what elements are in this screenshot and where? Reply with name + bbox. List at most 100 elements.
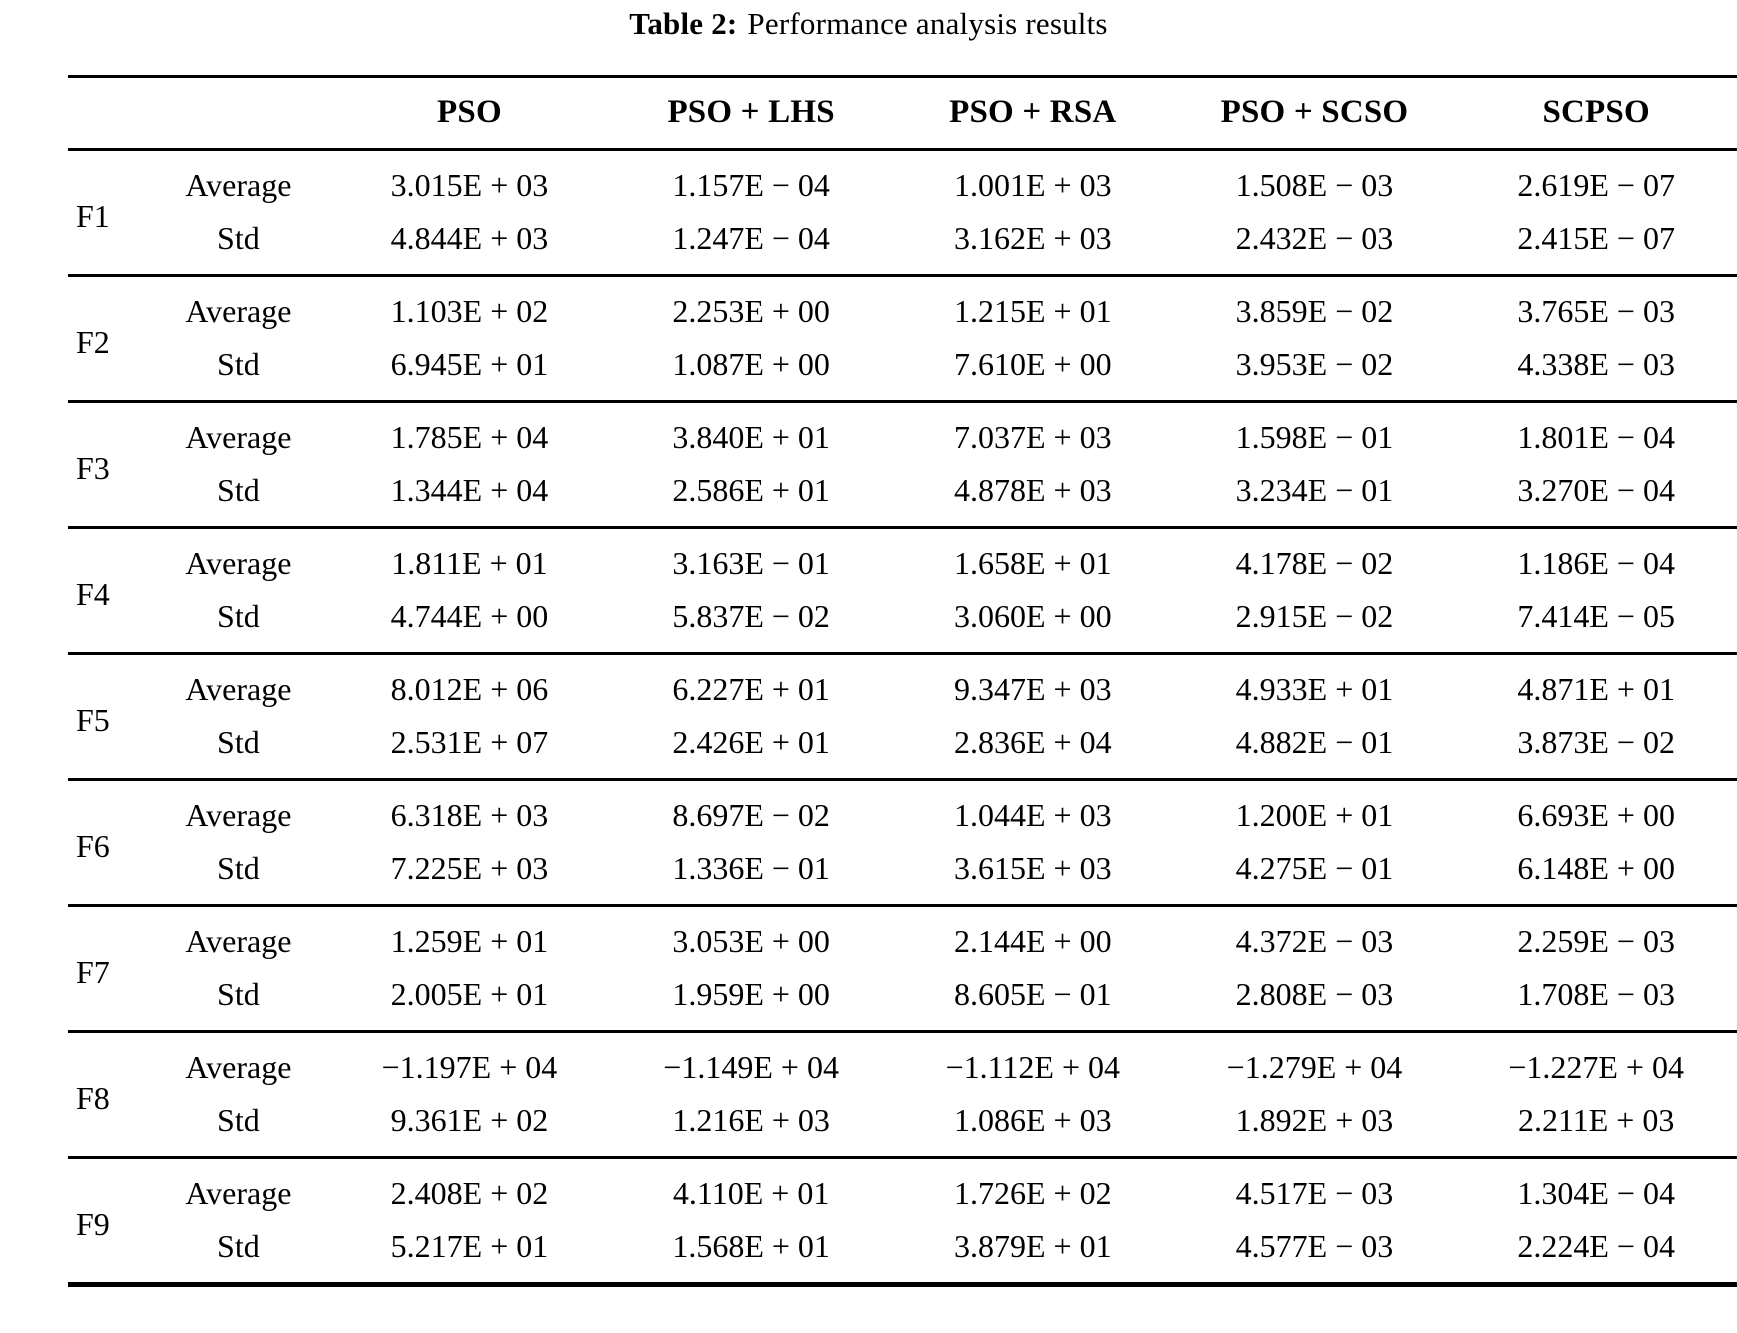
value-cell: 3.615E + 03 <box>953 850 1112 886</box>
table-row: Std 5.217E + 01 1.568E + 01 3.879E + 01 4.57… <box>68 1220 1737 1285</box>
value-cell: 1.087E + 00 <box>672 346 830 382</box>
value-cell: 8.697E − 02 <box>672 797 830 833</box>
value-cell: 1.186E − 04 <box>1517 545 1675 581</box>
value-cell: 1.001E + 03 <box>953 167 1112 203</box>
function-label: F2 <box>76 324 110 360</box>
table-row: F8 Average −1.197E + 04 −1.149E + 04 −1.112E… <box>68 1032 1737 1116</box>
table-row: F5 Average 8.012E + 06 6.227E + 01 9.347E + … <box>68 654 1737 738</box>
value-cell: 1.215E + 01 <box>953 293 1112 329</box>
row-group-F1: F1 Average 3.015E + 03 1.157E − 04 1.001E + … <box>68 150 1737 276</box>
stat-label-std: Std <box>217 850 260 886</box>
value-cell: 6.945E + 01 <box>390 346 549 382</box>
value-cell: 1.708E − 03 <box>1517 976 1675 1012</box>
table-row: F4 Average 1.811E + 01 3.163E − 01 1.658E + … <box>68 528 1737 612</box>
value-cell: 1.801E − 04 <box>1517 419 1675 455</box>
table-caption-label: Table 2: <box>629 6 738 41</box>
value-cell: 2.253E + 00 <box>672 293 830 329</box>
stat-label-average: Average <box>185 797 292 833</box>
table-row: Std 4.744E + 00 5.837E − 02 3.060E + 00 2.91… <box>68 590 1737 654</box>
stat-label-average: Average <box>185 167 292 203</box>
value-cell: 4.844E + 03 <box>390 220 549 256</box>
table-row: F6 Average 6.318E + 03 8.697E − 02 1.044E + … <box>68 780 1737 864</box>
table-header: PSO PSO + LHS PSO + RSA PSO + SCSO SCPSO <box>68 77 1737 150</box>
stat-label-average: Average <box>185 671 292 707</box>
value-cell: 1.216E + 03 <box>672 1102 830 1138</box>
table-row: Std 2.005E + 01 1.959E + 00 8.605E − 01 2.80… <box>68 968 1737 1032</box>
row-group-F4: F4 Average 1.811E + 01 3.163E − 01 1.658E + … <box>68 528 1737 654</box>
stat-label-std: Std <box>217 976 260 1012</box>
header-col-pso: PSO <box>437 94 502 130</box>
row-group-F6: F6 Average 6.318E + 03 8.697E − 02 1.044E + … <box>68 780 1737 906</box>
header-col-pso-scso: PSO + SCSO <box>1220 94 1409 130</box>
value-cell: 3.162E + 03 <box>953 220 1112 256</box>
value-cell: 4.517E − 03 <box>1235 1175 1394 1211</box>
table-row: Std 7.225E + 03 1.336E − 01 3.615E + 03 4.27… <box>68 842 1737 906</box>
value-cell: 3.015E + 03 <box>390 167 549 203</box>
value-cell: 1.157E − 04 <box>672 167 830 203</box>
value-cell: 1.044E + 03 <box>953 797 1112 833</box>
value-cell: 2.808E − 03 <box>1235 976 1394 1012</box>
stat-label-std: Std <box>217 724 260 760</box>
value-cell: 1.259E + 01 <box>390 923 549 959</box>
value-cell: 2.259E − 03 <box>1517 923 1675 959</box>
value-cell: 5.837E − 02 <box>672 598 830 634</box>
row-group-F3: F3 Average 1.785E + 04 3.840E + 01 7.037E + … <box>68 402 1737 528</box>
value-cell: 3.270E − 04 <box>1517 472 1675 508</box>
value-cell: 2.005E + 01 <box>390 976 549 1012</box>
value-cell: 1.344E + 04 <box>390 472 549 508</box>
value-cell: 4.275E − 01 <box>1235 850 1394 886</box>
value-cell: 1.336E − 01 <box>672 850 830 886</box>
value-cell: 1.726E + 02 <box>953 1175 1112 1211</box>
row-group-F8: F8 Average −1.197E + 04 −1.149E + 04 −1.112E… <box>68 1032 1737 1158</box>
value-cell: 6.693E + 00 <box>1517 797 1675 833</box>
row-group-F7: F7 Average 1.259E + 01 3.053E + 00 2.144E + … <box>68 906 1737 1032</box>
table-row: Std 2.531E + 07 2.426E + 01 2.836E + 04 4.88… <box>68 716 1737 780</box>
value-cell: 4.871E + 01 <box>1517 671 1675 707</box>
value-cell: 7.414E − 05 <box>1517 598 1675 634</box>
stat-label-average: Average <box>185 923 292 959</box>
value-cell: 3.859E − 02 <box>1235 293 1394 329</box>
function-label: F8 <box>76 1080 110 1116</box>
value-cell: −1.227E + 04 <box>1508 1049 1684 1085</box>
value-cell: −1.112E + 04 <box>945 1049 1121 1085</box>
value-cell: 2.426E + 01 <box>672 724 830 760</box>
header-col-pso-rsa: PSO + RSA <box>949 94 1117 130</box>
value-cell: 3.840E + 01 <box>672 419 830 455</box>
header-col-pso-lhs: PSO + LHS <box>667 94 835 130</box>
value-cell: 3.234E − 01 <box>1235 472 1394 508</box>
value-cell: 2.415E − 07 <box>1517 220 1675 256</box>
value-cell: 1.247E − 04 <box>672 220 830 256</box>
table-row: Std 6.945E + 01 1.087E + 00 7.610E + 00 3.95… <box>68 338 1737 402</box>
table-row: Std 4.844E + 03 1.247E − 04 3.162E + 03 2.43… <box>68 212 1737 276</box>
value-cell: 2.915E − 02 <box>1235 598 1394 634</box>
value-cell: 1.103E + 02 <box>390 293 549 329</box>
value-cell: 1.200E + 01 <box>1235 797 1394 833</box>
header-empty-stat <box>148 77 328 150</box>
value-cell: 4.372E − 03 <box>1235 923 1394 959</box>
function-label: F1 <box>76 198 110 234</box>
row-group-F9: F9 Average 2.408E + 02 4.110E + 01 1.726E + … <box>68 1158 1737 1285</box>
table-row: F3 Average 1.785E + 04 3.840E + 01 7.037E + … <box>68 402 1737 486</box>
value-cell: 3.060E + 00 <box>953 598 1112 634</box>
value-cell: 2.144E + 00 <box>953 923 1112 959</box>
value-cell: 9.347E + 03 <box>953 671 1112 707</box>
row-group-F5: F5 Average 8.012E + 06 6.227E + 01 9.347E + … <box>68 654 1737 780</box>
value-cell: 9.361E + 02 <box>390 1102 549 1138</box>
value-cell: 4.933E + 01 <box>1235 671 1394 707</box>
function-label: F9 <box>76 1206 110 1242</box>
stat-label-std: Std <box>217 220 260 256</box>
function-label: F6 <box>76 828 110 864</box>
table-row: F1 Average 3.015E + 03 1.157E − 04 1.001E + … <box>68 150 1737 234</box>
stat-label-std: Std <box>217 346 260 382</box>
value-cell: −1.279E + 04 <box>1226 1049 1403 1085</box>
value-cell: 2.836E + 04 <box>953 724 1112 760</box>
value-cell: 1.959E + 00 <box>672 976 830 1012</box>
value-cell: 8.605E − 01 <box>953 976 1112 1012</box>
table-row: F2 Average 1.103E + 02 2.253E + 00 1.215E + … <box>68 276 1737 360</box>
value-cell: 7.037E + 03 <box>953 419 1112 455</box>
stat-label-std: Std <box>217 1102 260 1138</box>
value-cell: 1.508E − 03 <box>1235 167 1394 203</box>
value-cell: 3.163E − 01 <box>672 545 830 581</box>
stat-label-average: Average <box>185 545 292 581</box>
value-cell: 3.765E − 03 <box>1517 293 1675 329</box>
